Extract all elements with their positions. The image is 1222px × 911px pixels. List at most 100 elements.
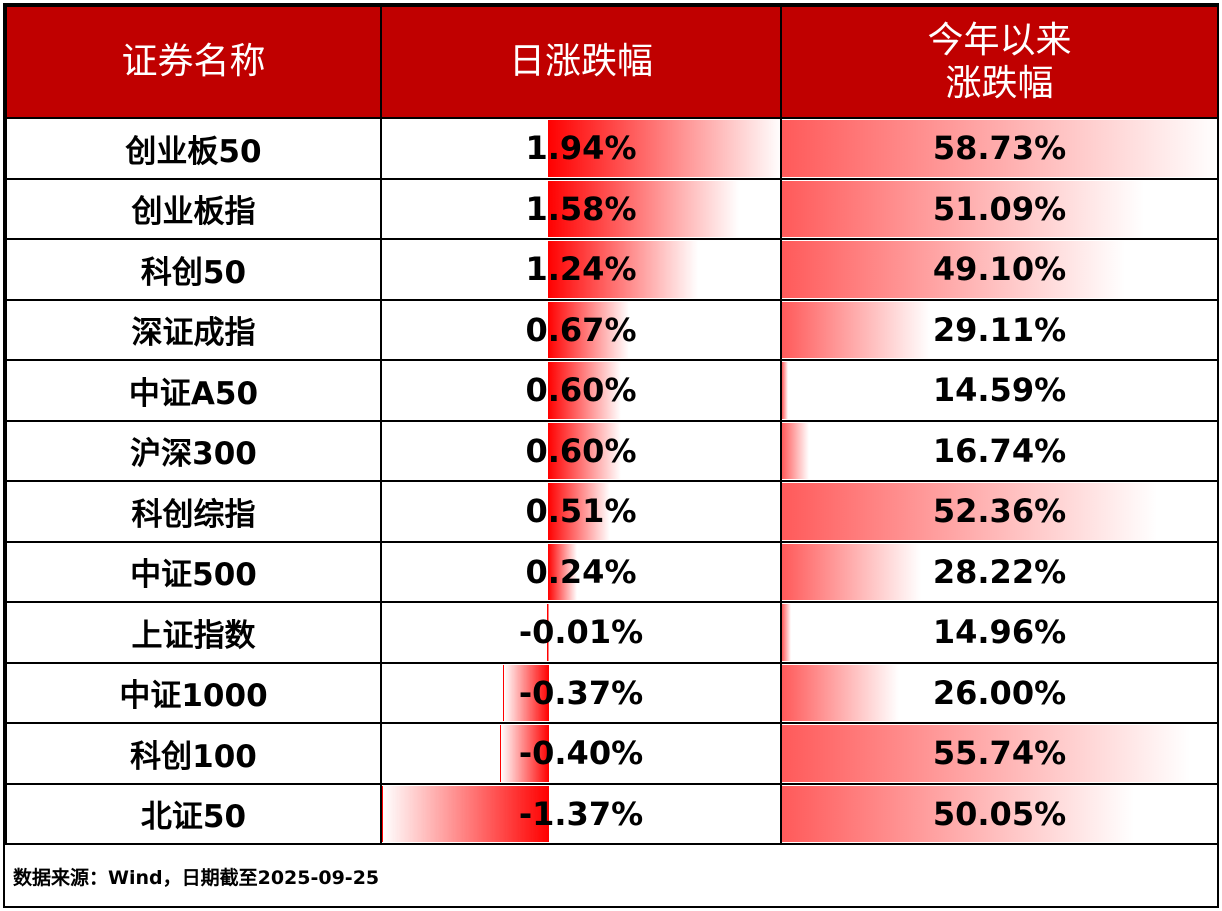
daily-change-cell: 0.24% xyxy=(380,540,782,603)
header-daily-change: 日涨跌幅 xyxy=(380,5,782,119)
daily-change-cell: 1.24% xyxy=(380,238,782,301)
daily-change-cell: 1.58% xyxy=(380,177,782,240)
ytd-change-cell: 49.10% xyxy=(780,238,1219,301)
table-row: 上证指数 -0.01% 14.96% xyxy=(5,601,1219,664)
table-row: 深证成指 0.67% 29.11% xyxy=(5,298,1219,361)
ytd-change-cell: 16.74% xyxy=(780,419,1219,482)
security-name-cell: 创业板指 xyxy=(5,177,382,240)
security-name-cell: 创业板50 xyxy=(5,117,382,180)
daily-change-value: 0.60% xyxy=(525,431,637,470)
table-row: 科创50 1.24% 49.10% xyxy=(5,238,1219,301)
daily-change-value: -1.37% xyxy=(518,794,644,833)
ytd-change-bar xyxy=(783,785,1135,842)
ytd-change-bar xyxy=(783,241,1125,298)
ytd-change-bar xyxy=(783,362,788,419)
table-row: 中证A50 0.60% 14.59% xyxy=(5,359,1219,422)
security-name-cell: 科创50 xyxy=(5,238,382,301)
ytd-change-cell: 50.05% xyxy=(780,782,1219,845)
ytd-change-value: 16.74% xyxy=(932,431,1067,470)
daily-change-cell: 0.67% xyxy=(380,298,782,361)
table-row: 中证500 0.24% 28.22% xyxy=(5,540,1219,603)
index-performance-table: 证券名称 日涨跌幅 今年以来 涨跌幅 创业板50 1.94% 58.73% 创业板指 1… xyxy=(5,5,1219,845)
security-name-cell: 中证1000 xyxy=(5,661,382,724)
security-name-cell: 中证500 xyxy=(5,540,382,603)
daily-change-bar xyxy=(383,785,549,842)
table-row: 沪深300 0.60% 16.74% xyxy=(5,419,1219,482)
daily-change-bar xyxy=(548,241,698,298)
ytd-change-value: 29.11% xyxy=(932,310,1067,349)
ytd-change-value: 58.73% xyxy=(932,129,1067,168)
security-name-cell: 科创综指 xyxy=(5,480,382,543)
ytd-change-value: 52.36% xyxy=(932,492,1067,531)
daily-change-bar xyxy=(548,362,621,419)
ytd-change-value: 51.09% xyxy=(932,189,1067,228)
table-row: 北证50 -1.37% 50.05% xyxy=(5,782,1219,845)
table-row: 中证1000 -0.37% 26.00% xyxy=(5,661,1219,724)
ytd-change-bar xyxy=(783,664,900,721)
header-ytd-change: 今年以来 涨跌幅 xyxy=(780,5,1219,119)
daily-change-bar xyxy=(548,301,629,358)
header-name: 证券名称 xyxy=(5,5,382,119)
ytd-change-cell: 28.22% xyxy=(780,540,1219,603)
daily-change-value: 0.51% xyxy=(525,492,637,531)
ytd-change-value: 28.22% xyxy=(932,552,1067,591)
table-row: 科创综指 0.51% 52.36% xyxy=(5,480,1219,543)
ytd-change-bar xyxy=(783,604,792,661)
daily-change-cell: 1.94% xyxy=(380,117,782,180)
daily-change-cell: 0.60% xyxy=(380,359,782,422)
ytd-change-bar xyxy=(783,301,930,358)
table-row: 科创100 -0.40% 55.74% xyxy=(5,722,1219,785)
ytd-change-value: 14.59% xyxy=(932,371,1067,410)
ytd-change-cell: 51.09% xyxy=(780,177,1219,240)
daily-change-value: 1.58% xyxy=(525,189,637,228)
daily-change-value: 0.60% xyxy=(525,371,637,410)
daily-change-bar xyxy=(548,543,577,600)
ytd-change-bar xyxy=(783,725,1190,782)
table-row: 创业板50 1.94% 58.73% xyxy=(5,117,1219,180)
table-row: 创业板指 1.58% 51.09% xyxy=(5,177,1219,240)
ytd-change-value: 55.74% xyxy=(932,734,1067,773)
security-name-cell: 中证A50 xyxy=(5,359,382,422)
daily-change-bar xyxy=(503,664,549,721)
ytd-change-value: 26.00% xyxy=(932,673,1067,712)
ytd-change-bar xyxy=(783,120,1216,177)
ytd-change-cell: 26.00% xyxy=(780,661,1219,724)
ytd-change-value: 50.05% xyxy=(932,794,1067,833)
ytd-change-cell: 55.74% xyxy=(780,722,1219,785)
daily-change-bar xyxy=(499,725,549,782)
daily-change-cell: -0.37% xyxy=(380,661,782,724)
ytd-change-value: 49.10% xyxy=(932,250,1067,289)
ytd-change-bar xyxy=(783,543,921,600)
daily-change-bar xyxy=(546,604,549,661)
ytd-change-cell: 52.36% xyxy=(780,480,1219,543)
ytd-change-value: 14.96% xyxy=(932,613,1067,652)
data-table-panel: 证券名称 日涨跌幅 今年以来 涨跌幅 创业板50 1.94% 58.73% 创业板指 1… xyxy=(3,3,1219,908)
ytd-change-bar xyxy=(783,422,809,479)
ytd-change-bar xyxy=(783,483,1157,540)
daily-change-value: 0.67% xyxy=(525,310,637,349)
security-name-cell: 深证成指 xyxy=(5,298,382,361)
ytd-change-cell: 14.59% xyxy=(780,359,1219,422)
security-name-cell: 沪深300 xyxy=(5,419,382,482)
header-row: 证券名称 日涨跌幅 今年以来 涨跌幅 xyxy=(5,5,1219,119)
ytd-change-cell: 29.11% xyxy=(780,298,1219,361)
table-body: 创业板50 1.94% 58.73% 创业板指 1.58% 51.09% 科创50 1.24%… xyxy=(5,117,1219,845)
daily-change-value: -0.40% xyxy=(518,734,644,773)
daily-change-cell: 0.51% xyxy=(380,480,782,543)
daily-change-value: 0.24% xyxy=(525,552,637,591)
daily-change-value: -0.01% xyxy=(518,613,644,652)
ytd-change-bar xyxy=(783,180,1145,237)
security-name-cell: 上证指数 xyxy=(5,601,382,664)
source-note: 数据来源：Wind，日期截至2025-09-25 xyxy=(13,867,380,889)
daily-change-bar xyxy=(548,180,739,237)
daily-change-cell: -0.01% xyxy=(380,601,782,664)
daily-change-cell: -0.40% xyxy=(380,722,782,785)
security-name-cell: 科创100 xyxy=(5,722,382,785)
daily-change-bar xyxy=(548,422,621,479)
daily-change-bar xyxy=(548,483,610,540)
daily-change-cell: 0.60% xyxy=(380,419,782,482)
ytd-change-cell: 58.73% xyxy=(780,117,1219,180)
daily-change-cell: -1.37% xyxy=(380,782,782,845)
security-name-cell: 北证50 xyxy=(5,782,382,845)
daily-change-value: -0.37% xyxy=(518,673,644,712)
